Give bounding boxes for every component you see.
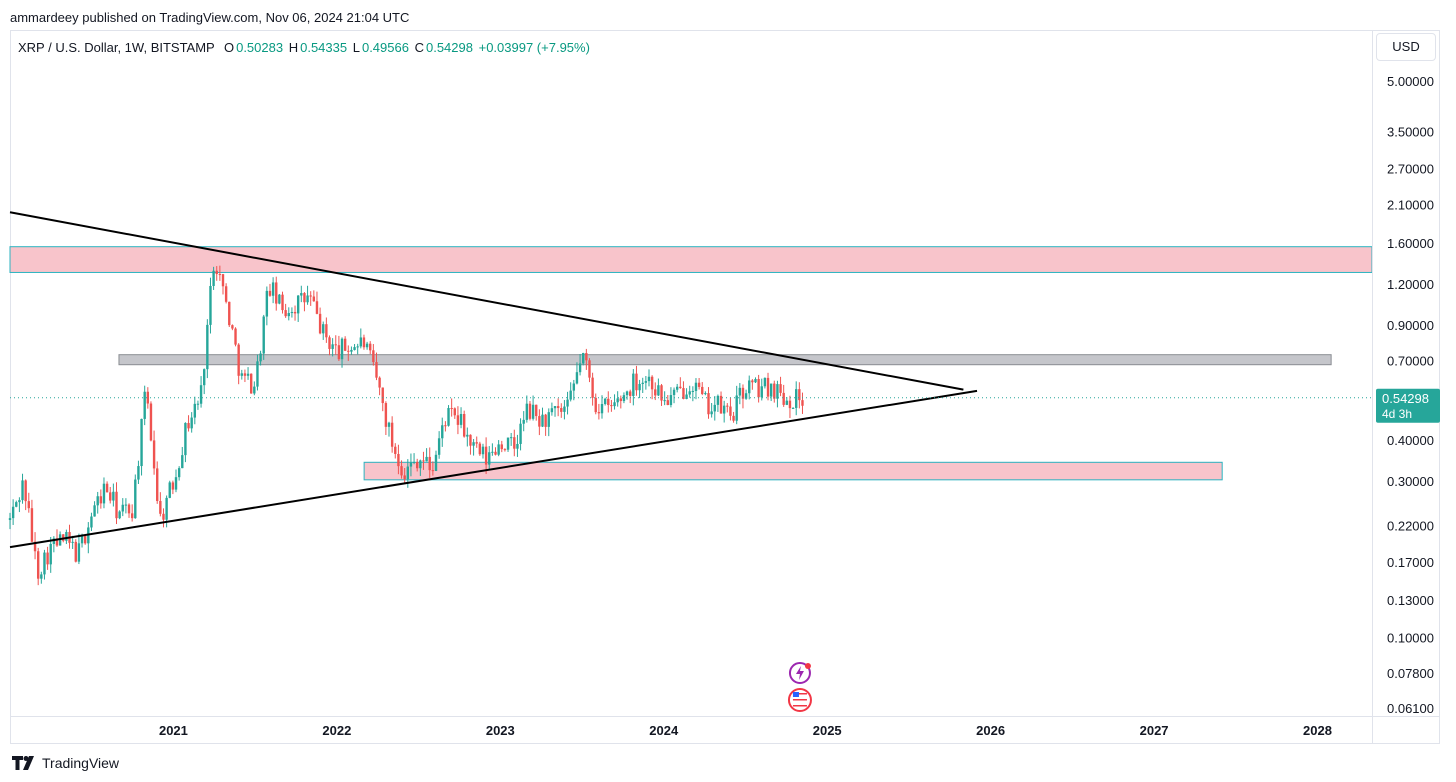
low-value: 0.49566 bbox=[361, 40, 409, 55]
high-label: H bbox=[288, 40, 299, 55]
close-value: 0.54298 bbox=[425, 40, 473, 55]
low-label: L bbox=[352, 40, 360, 55]
tradingview-logo-icon bbox=[12, 756, 34, 770]
currency-button[interactable]: USD bbox=[1376, 33, 1436, 61]
ohlc-legend: XRP / U.S. Dollar, 1W, BITSTAMP O 0.50283… bbox=[18, 40, 592, 55]
chart-frame[interactable] bbox=[10, 30, 1440, 744]
symbol-title[interactable]: XRP / U.S. Dollar, 1W, BITSTAMP bbox=[18, 40, 215, 55]
close-label: C bbox=[414, 40, 424, 55]
high-value: 0.54335 bbox=[300, 40, 348, 55]
publish-header: ammardeey published on TradingView.com, … bbox=[0, 0, 1456, 30]
tradingview-logo[interactable]: TradingView bbox=[12, 755, 119, 771]
open-value: 0.50283 bbox=[236, 40, 284, 55]
change-value: +0.03997 (+7.95%) bbox=[478, 40, 590, 55]
footer-brand: TradingView bbox=[42, 755, 120, 771]
publisher-text: ammardeey published on TradingView.com, … bbox=[10, 10, 410, 25]
open-label: O bbox=[223, 40, 235, 55]
